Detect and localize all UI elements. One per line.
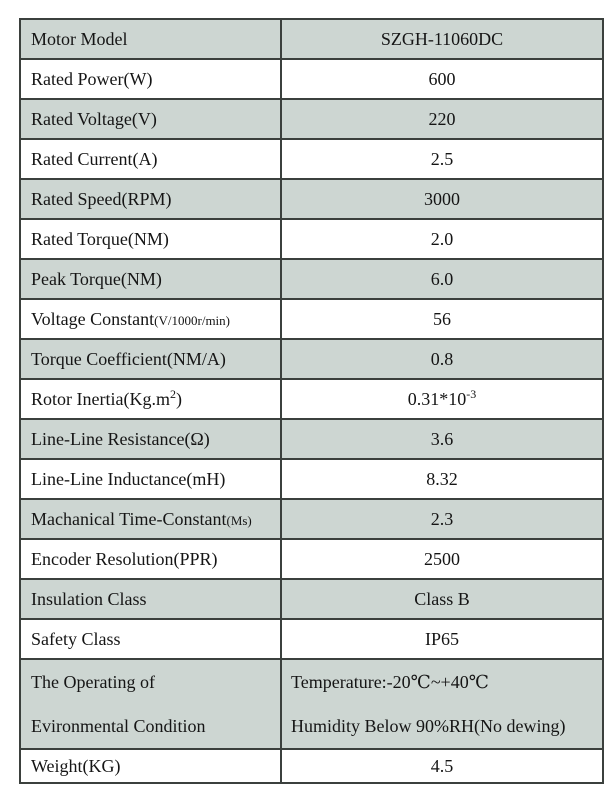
spec-value-text: 3000 xyxy=(424,188,460,209)
spec-value-text: SZGH-11060DC xyxy=(380,28,504,49)
spec-label-text: Encoder Resolution(PPR) xyxy=(31,548,218,569)
table-row-rated-power: Rated Power(W) 600 xyxy=(19,58,604,100)
spec-value: 6.0 xyxy=(280,258,604,300)
table-row-voltage-constant: Voltage Constant(V/1000r/min) 56 xyxy=(19,298,604,340)
spec-label-text: Motor Model xyxy=(31,28,128,49)
spec-label: Rated Speed(RPM) xyxy=(19,178,282,220)
table-row-line-line-resistance: Line-Line Resistance(Ω) 3.6 xyxy=(19,418,604,460)
spec-label: The Operating of Evironmental Condition xyxy=(19,658,282,750)
spec-value: Class B xyxy=(280,578,604,620)
spec-value-text: 8.32 xyxy=(426,468,458,489)
table-row-mechanical-time-constant: Machanical Time-Constant(Ms) 2.3 xyxy=(19,498,604,540)
spec-label-text: Weight(KG) xyxy=(31,755,121,776)
spec-value: 3000 xyxy=(280,178,604,220)
table-row-rotor-inertia: Rotor Inertia(Kg.m2) 0.31*10-3 xyxy=(19,378,604,420)
spec-label: Rotor Inertia(Kg.m2) xyxy=(19,378,282,420)
spec-label-line2: Evironmental Condition xyxy=(31,716,206,736)
spec-value: IP65 xyxy=(280,618,604,660)
spec-label-text: Line-Line Inductance(mH) xyxy=(31,468,226,489)
table-row-rated-current: Rated Current(A) 2.5 xyxy=(19,138,604,180)
spec-value: SZGH-11060DC xyxy=(280,18,604,60)
spec-value: 2.3 xyxy=(280,498,604,540)
table-row-line-line-inductance: Line-Line Inductance(mH) 8.32 xyxy=(19,458,604,500)
spec-value: 600 xyxy=(280,58,604,100)
spec-value: 0.31*10-3 xyxy=(280,378,604,420)
spec-label-text: Torque Coefficient(NM/A) xyxy=(31,348,226,369)
spec-label-text: Rated Current(A) xyxy=(31,148,158,169)
spec-label-superscript: 2 xyxy=(169,386,176,401)
spec-value: 2.5 xyxy=(280,138,604,180)
spec-label-text: Peak Torque(NM) xyxy=(31,268,162,289)
table-row-rated-voltage: Rated Voltage(V) 220 xyxy=(19,98,604,140)
table-row-insulation-class: Insulation Class Class B xyxy=(19,578,604,620)
table-row-encoder-resolution: Encoder Resolution(PPR) 2500 xyxy=(19,538,604,580)
spec-label: Rated Current(A) xyxy=(19,138,282,180)
spec-label: Encoder Resolution(PPR) xyxy=(19,538,282,580)
spec-label: Torque Coefficient(NM/A) xyxy=(19,338,282,380)
table-row-torque-coefficient: Torque Coefficient(NM/A) 0.8 xyxy=(19,338,604,380)
spec-label-text: Machanical Time-Constant xyxy=(31,508,227,529)
table-row-safety-class: Safety Class IP65 xyxy=(19,618,604,660)
spec-label-text: Insulation Class xyxy=(31,588,147,609)
spec-value-text: 2.5 xyxy=(430,148,454,169)
spec-value-superscript: -3 xyxy=(466,386,477,401)
spec-value: Temperature:-20℃~+40℃ Humidity Below 90%… xyxy=(280,658,604,750)
spec-label-unit-small: (V/1000r/min) xyxy=(154,312,230,328)
table-row-motor-model: Motor Model SZGH-11060DC xyxy=(19,18,604,60)
spec-value-text: 0.31*10 xyxy=(407,388,467,409)
spec-label-text: Rated Speed(RPM) xyxy=(31,188,172,209)
spec-value: 0.8 xyxy=(280,338,604,380)
spec-label-unit-small: (Ms) xyxy=(226,512,252,528)
spec-label: Insulation Class xyxy=(19,578,282,620)
spec-value: 220 xyxy=(280,98,604,140)
spec-label-text: Rated Voltage(V) xyxy=(31,108,157,129)
spec-value: 2.0 xyxy=(280,218,604,260)
table-row-rated-speed: Rated Speed(RPM) 3000 xyxy=(19,178,604,220)
spec-label-text: Line-Line Resistance(Ω) xyxy=(31,428,210,449)
spec-label: Voltage Constant(V/1000r/min) xyxy=(19,298,282,340)
spec-value-text: 220 xyxy=(428,108,456,129)
table-row-weight: Weight(KG) 4.5 xyxy=(19,748,604,784)
spec-value: 3.6 xyxy=(280,418,604,460)
spec-value-text: 56 xyxy=(433,308,451,329)
spec-label: Rated Torque(NM) xyxy=(19,218,282,260)
spec-label-text: Rated Power(W) xyxy=(31,68,153,89)
spec-label: Machanical Time-Constant(Ms) xyxy=(19,498,282,540)
spec-label: Weight(KG) xyxy=(19,748,282,784)
spec-value: 4.5 xyxy=(280,748,604,784)
spec-label-text: Safety Class xyxy=(31,628,121,649)
spec-label: Rated Voltage(V) xyxy=(19,98,282,140)
spec-label: Peak Torque(NM) xyxy=(19,258,282,300)
spec-label: Line-Line Inductance(mH) xyxy=(19,458,282,500)
spec-label: Rated Power(W) xyxy=(19,58,282,100)
spec-label-text: Rotor Inertia(Kg.m xyxy=(31,388,170,409)
spec-value-text: 0.8 xyxy=(430,348,454,369)
spec-value-line2: Humidity Below 90%RH(No dewing) xyxy=(291,716,566,736)
motor-spec-table: Motor Model SZGH-11060DC Rated Power(W) … xyxy=(19,18,604,784)
table-row-rated-torque: Rated Torque(NM) 2.0 xyxy=(19,218,604,260)
spec-label-line1: The Operating of xyxy=(31,672,155,692)
spec-label: Safety Class xyxy=(19,618,282,660)
spec-value: 56 xyxy=(280,298,604,340)
spec-label-tail: ) xyxy=(175,388,182,409)
spec-label: Line-Line Resistance(Ω) xyxy=(19,418,282,460)
table-row-environmental-condition: The Operating of Evironmental Condition … xyxy=(19,658,604,750)
spec-value-text: 2.3 xyxy=(430,508,454,529)
spec-value-text: 4.5 xyxy=(430,755,454,776)
spec-value-text: 2500 xyxy=(424,548,460,569)
spec-value-text: 2.0 xyxy=(430,228,454,249)
spec-value: 8.32 xyxy=(280,458,604,500)
spec-label: Motor Model xyxy=(19,18,282,60)
table-row-peak-torque: Peak Torque(NM) 6.0 xyxy=(19,258,604,300)
spec-value-line1: Temperature:-20℃~+40℃ xyxy=(291,672,489,692)
spec-value-text: 600 xyxy=(428,68,456,89)
spec-value-text: Class B xyxy=(414,588,470,609)
spec-label-text: Voltage Constant xyxy=(31,308,155,329)
spec-value-text: IP65 xyxy=(424,628,459,649)
spec-value-text: 3.6 xyxy=(430,428,454,449)
spec-label-text: Rated Torque(NM) xyxy=(31,228,169,249)
spec-value: 2500 xyxy=(280,538,604,580)
spec-value-text: 6.0 xyxy=(430,268,454,289)
